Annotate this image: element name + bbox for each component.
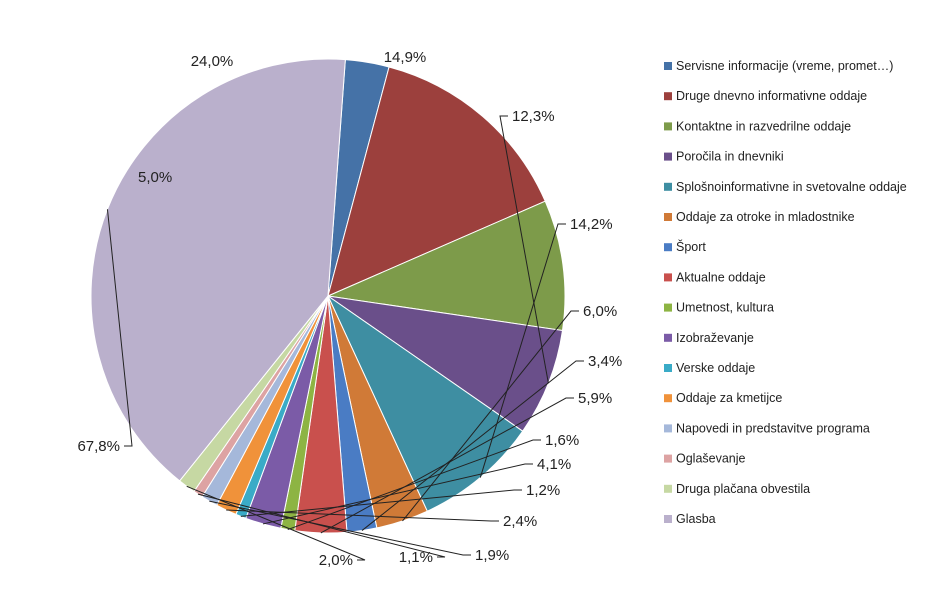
legend-swatch [664,303,672,312]
data-label: 1,6% [545,432,579,449]
legend-swatch [664,454,672,463]
legend-label: Druga plačana obvestila [676,482,810,496]
legend-swatch [664,243,672,252]
legend-swatch [664,484,672,493]
legend-swatch [664,333,672,342]
pie-slice [327,66,546,297]
data-label: 1,1% [399,549,433,566]
legend-swatch [664,394,672,403]
leader-line [361,360,584,531]
data-label: 14,2% [570,216,613,233]
data-label: 2,4% [503,513,537,530]
legend-swatch [664,122,672,131]
data-label: 1,9% [475,547,509,564]
leader-line [262,463,533,525]
leader-line [197,493,446,558]
legend-label: Glasba [676,512,716,526]
data-label: 14,9% [384,49,427,66]
leader-line [209,500,471,556]
legend-label: Oddaje za kmetijce [676,391,782,405]
legend-label: Oddaje za otroke in mladostnike [676,210,855,224]
legend-swatch [664,62,672,70]
legend-label: Verske oddaje [676,361,755,375]
legend-label: Aktualne oddaje [676,270,766,284]
data-label: 5,9% [578,390,612,407]
data-label: 1,2% [526,482,560,499]
legend-swatch [664,213,672,221]
leader-line [240,489,522,517]
leader-line [499,115,549,384]
legend-swatch [664,515,672,523]
data-label: 12,3% [512,108,555,125]
legend-swatch [664,424,672,433]
legend-label: Umetnost, kultura [676,301,774,315]
legend-label: Druge dnevno informativne oddaje [676,89,867,103]
data-label: 67,8% [77,438,120,455]
data-label: 4,1% [537,456,571,473]
data-label: 6,0% [583,303,617,320]
legend-label: Servisne informacije (vreme, promet…) [676,59,893,73]
legend-swatch [664,364,672,372]
leader-line [186,485,366,561]
legend-label: Šport [676,239,706,254]
legend-label: Napovedi in predstavitve programa [676,421,870,435]
legend-label: Kontaktne in razvedrilne oddaje [676,119,851,133]
pie-slice [326,200,566,332]
data-label: 3,4% [588,353,622,370]
data-label: 24,0% [191,53,234,70]
leader-line [106,209,133,447]
legend-label: Oglaševanje [676,452,746,466]
leader-line [479,223,566,478]
legend-swatch [664,92,672,101]
leader-line [402,310,579,522]
legend-swatch [664,182,672,191]
data-label: 2,0% [319,552,353,569]
legend-label: Splošnoinformativne in svetovalne oddaje [676,180,907,194]
leader-line [226,509,499,522]
legend-swatch [664,273,672,282]
legend-label: Poročila in dnevniki [676,150,784,164]
legend-label: Izobraževanje [676,331,754,345]
data-label: 5,0% [138,169,172,186]
legend-swatch [664,152,672,161]
